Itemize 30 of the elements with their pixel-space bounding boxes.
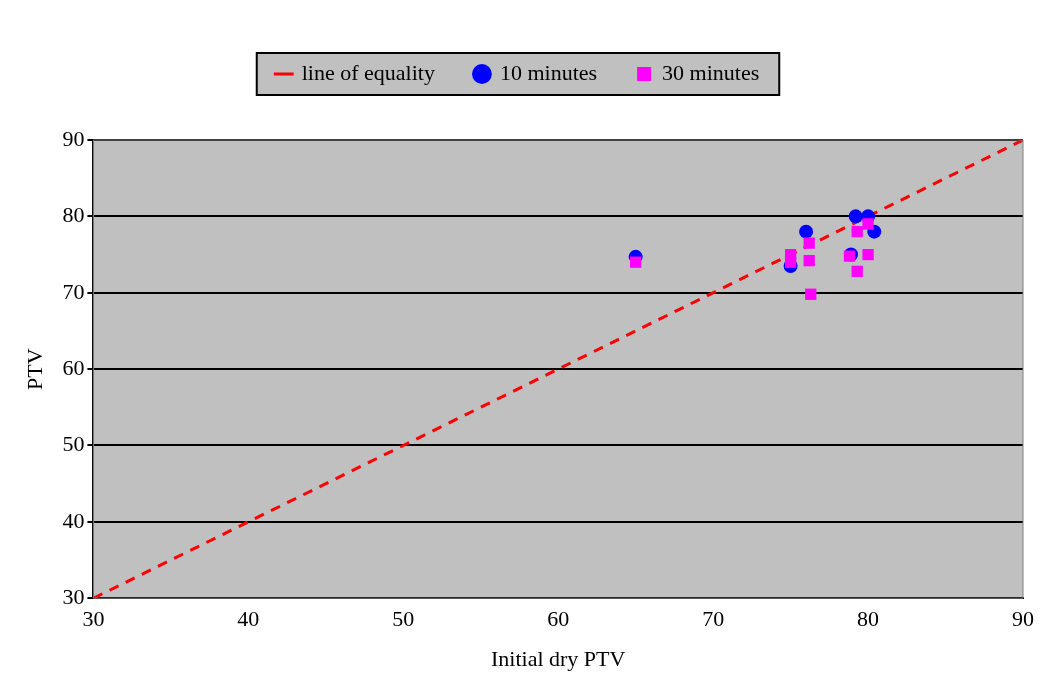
point [851,265,863,278]
x-tick-label: 70 [702,606,725,632]
point [851,225,863,238]
y-tick-label: 50 [62,431,85,457]
y-tick-label: 30 [62,583,85,609]
point [630,256,642,268]
legend-label: 10 minutes [499,59,598,85]
point [862,248,874,261]
point [784,256,797,268]
y-tick-label: 80 [62,202,85,228]
legend-label: line of equality [301,59,435,85]
x-tick-label: 60 [547,606,570,632]
x-tick-label: 50 [392,606,415,632]
point [803,237,815,249]
x-axis-title: Initial dry PTV [490,645,626,671]
point [803,255,815,267]
x-tick-label: 80 [857,606,880,632]
y-tick-label: 40 [62,507,85,533]
x-tick-label: 40 [237,606,260,632]
legend-label: 30 minutes [662,59,760,85]
point [805,288,817,300]
y-tick-label: 90 [62,125,85,151]
y-tick-label: 60 [62,354,85,380]
x-tick-label: 90 [1012,606,1034,632]
point [862,218,874,230]
x-tick-label: 30 [82,606,105,632]
point [848,209,863,224]
point [799,224,814,239]
y-axis-title: PTV [21,348,47,390]
y-tick-label: 70 [62,278,85,304]
